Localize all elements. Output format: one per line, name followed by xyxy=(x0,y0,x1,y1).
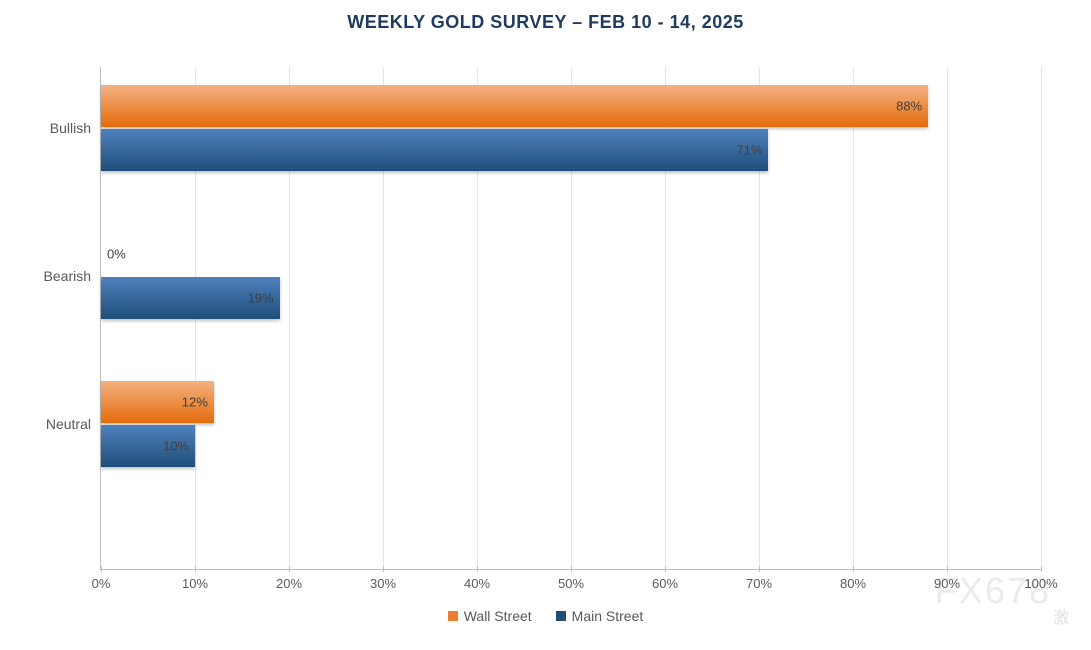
x-tick-label: 60% xyxy=(652,576,678,591)
bar-value-label: 88% xyxy=(896,99,922,114)
legend-swatch-icon xyxy=(556,611,566,621)
legend-item-main-street: Main Street xyxy=(556,608,644,624)
bar: 19% xyxy=(101,277,280,319)
bar-value-label: 19% xyxy=(248,291,274,306)
x-tick-label: 40% xyxy=(464,576,490,591)
y-category-label: Bullish xyxy=(50,120,101,136)
bar: 71% xyxy=(101,129,768,171)
bar: 12% xyxy=(101,381,214,423)
activation-hint: 激 xyxy=(1053,604,1069,628)
chart-title: WEEKLY GOLD SURVEY – FEB 10 - 14, 2025 xyxy=(20,12,1071,33)
bar-value-label: 71% xyxy=(736,143,762,158)
x-tick-label: 30% xyxy=(370,576,396,591)
bar-value-label: 0% xyxy=(107,247,126,262)
legend: Wall Street Main Street xyxy=(20,608,1071,624)
legend-label: Wall Street xyxy=(464,608,532,624)
y-category-label: Bearish xyxy=(44,268,101,284)
x-tick-label: 10% xyxy=(182,576,208,591)
y-category-label: Neutral xyxy=(46,416,101,432)
bar: 10% xyxy=(101,425,195,467)
x-tick-label: 50% xyxy=(558,576,584,591)
survey-chart: WEEKLY GOLD SURVEY – FEB 10 - 14, 2025 0… xyxy=(20,12,1071,630)
x-tick-label: 80% xyxy=(840,576,866,591)
watermark: FX678 xyxy=(935,570,1051,612)
x-tick-label: 70% xyxy=(746,576,772,591)
bar-value-label: 10% xyxy=(163,439,189,454)
x-tick-label: 20% xyxy=(276,576,302,591)
legend-swatch-icon xyxy=(448,611,458,621)
bar: 88% xyxy=(101,85,928,127)
x-tick-label: 0% xyxy=(92,576,111,591)
legend-label: Main Street xyxy=(572,608,644,624)
bar-value-label: 12% xyxy=(182,395,208,410)
plot-area: 0%10%20%30%40%50%60%70%80%90%100%Bullish… xyxy=(100,67,1041,570)
legend-item-wall-street: Wall Street xyxy=(448,608,532,624)
